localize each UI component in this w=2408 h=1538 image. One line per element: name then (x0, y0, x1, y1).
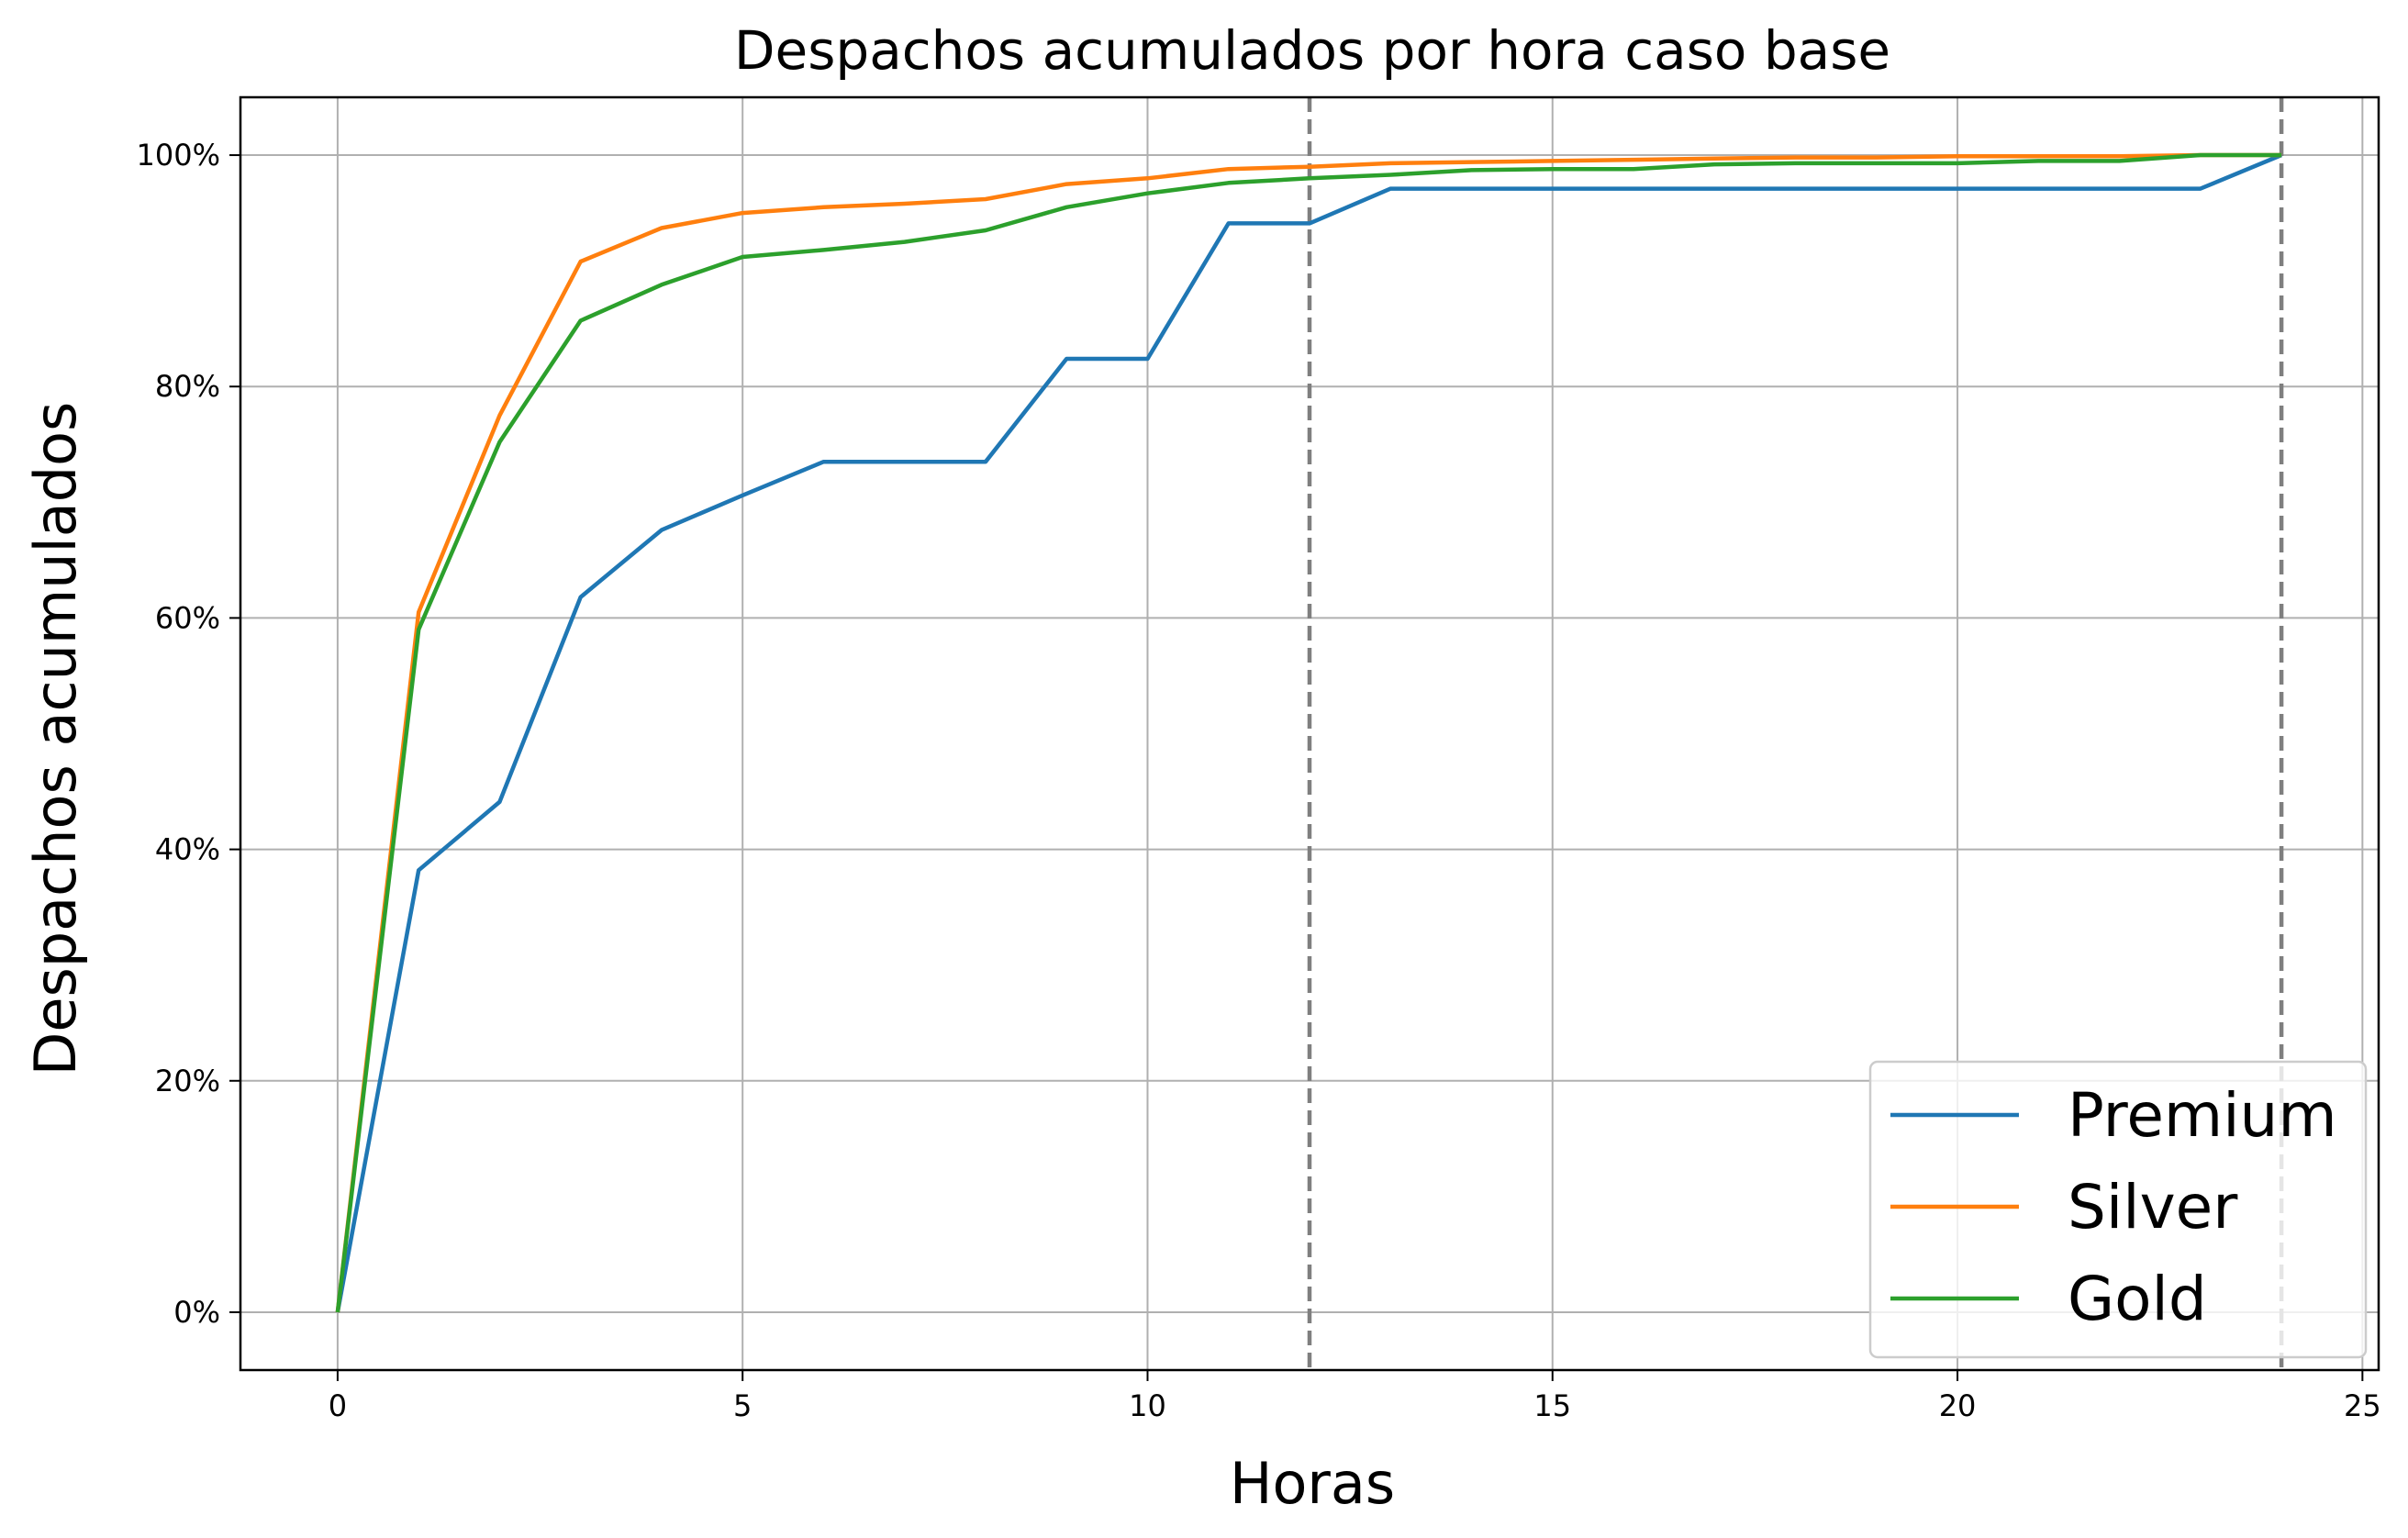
legend-label-premium: Premium (2068, 1080, 2337, 1151)
x-tick-label: 5 (733, 1388, 752, 1423)
x-axis-label: Horas (1230, 1450, 1395, 1517)
x-tick-label: 10 (1129, 1388, 1166, 1423)
legend-label-silver: Silver (2068, 1172, 2238, 1243)
legend-box (1868, 1060, 2368, 1359)
y-tick-label: 100% (137, 138, 220, 173)
plot-frame (239, 95, 2380, 1372)
legend-label-gold: Gold (2068, 1264, 2207, 1334)
x-tick-label: 0 (329, 1388, 347, 1423)
y-tick-label: 60% (155, 600, 220, 635)
y-axis-label: Despachos acumulados (22, 402, 89, 1076)
series-line-gold (335, 152, 2282, 1313)
x-tick-label: 25 (2344, 1388, 2381, 1423)
y-tick-label: 40% (155, 832, 220, 867)
chart-title: Despachos acumulados por hora caso base (734, 19, 1890, 82)
y-tick-label: 20% (155, 1064, 220, 1098)
series-line-silver (335, 152, 2282, 1313)
legend: Premium Silver Gold (1868, 1060, 2368, 1359)
y-tick-label: 0% (173, 1295, 220, 1330)
x-tick-label: 20 (1939, 1388, 1977, 1423)
x-tick-label: 15 (1533, 1388, 1571, 1423)
y-tick-label: 80% (155, 369, 220, 404)
series-line-premium (335, 152, 2282, 1313)
series-layer (335, 152, 2282, 1313)
ticks: 0 5 10 15 20 25 0% 20% 40% 60% 80% 100% (137, 138, 2381, 1423)
